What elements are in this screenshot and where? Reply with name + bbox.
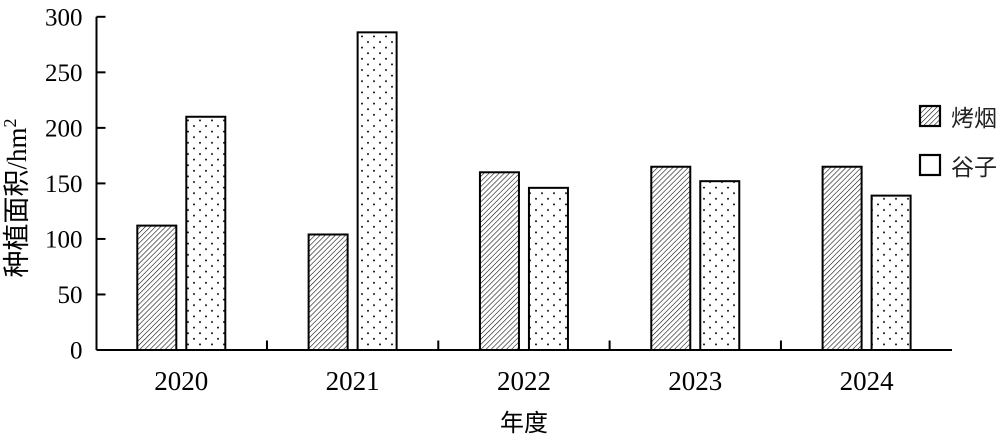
svg-text:2023: 2023 [668, 366, 722, 396]
svg-text:2020: 2020 [154, 366, 208, 396]
svg-text:100: 100 [45, 226, 83, 253]
svg-text:2021: 2021 [326, 366, 380, 396]
svg-text:50: 50 [58, 282, 83, 309]
svg-text:200: 200 [45, 115, 83, 142]
svg-text:谷子: 谷子 [951, 155, 997, 180]
svg-text:烤烟: 烤烟 [951, 106, 997, 131]
svg-text:300: 300 [45, 4, 83, 31]
svg-text:0: 0 [70, 338, 83, 365]
svg-text:年度: 年度 [500, 410, 548, 437]
svg-text:250: 250 [45, 60, 83, 87]
svg-text:2022: 2022 [497, 366, 551, 396]
svg-text:种植面积/hm2: 种植面积/hm2 [0, 118, 32, 277]
svg-text:150: 150 [45, 171, 83, 198]
svg-text:2024: 2024 [840, 366, 895, 396]
